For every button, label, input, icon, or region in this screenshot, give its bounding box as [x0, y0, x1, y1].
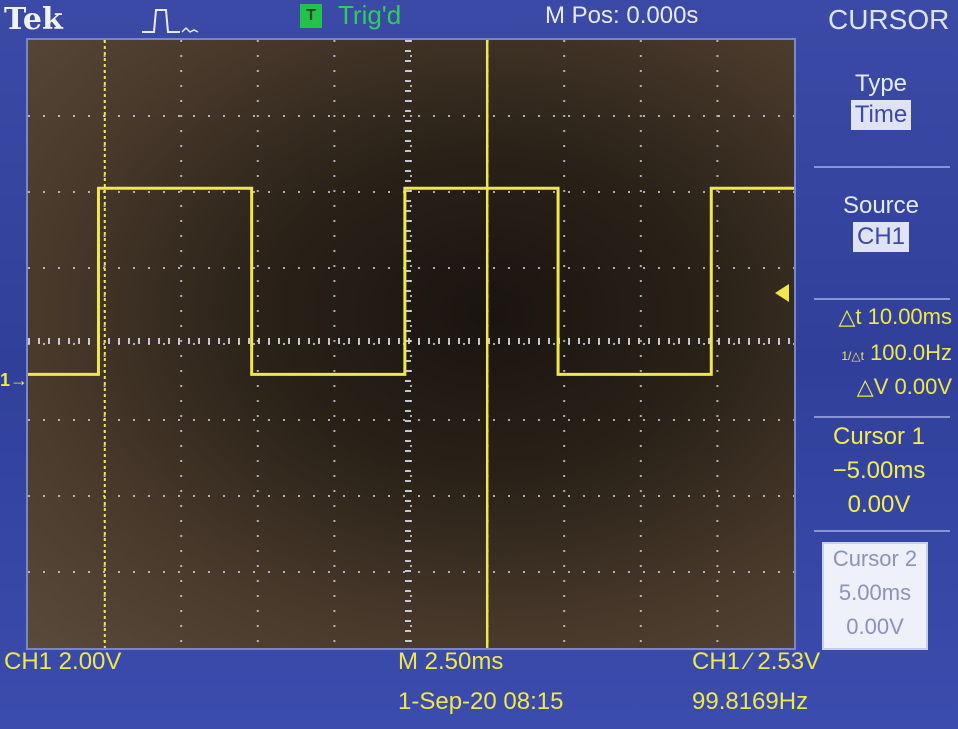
trigger-status-box: T	[300, 4, 322, 28]
source-label: Source	[842, 192, 920, 219]
cursor-2-button[interactable]: Cursor 2 5.00ms 0.00V	[822, 542, 928, 650]
ch1-waveform-trace	[28, 186, 794, 376]
waveform-display	[28, 40, 794, 648]
graticule	[26, 38, 796, 650]
acquisition-pulse-icon	[142, 9, 199, 33]
cursor-menu: Type Time Source CH1	[800, 40, 958, 652]
menu-divider	[814, 298, 950, 300]
trigger-setting: CH1 ∕ 2.53V	[692, 648, 821, 675]
cursor-1-button[interactable]: Cursor 1 −5.00ms 0.00V	[804, 420, 954, 522]
timebase: M 2.50ms	[398, 648, 504, 675]
menu-divider	[814, 416, 950, 418]
horizontal-position: M Pos: 0.000s	[545, 2, 699, 29]
cursor-type-button[interactable]: Type Time	[808, 70, 954, 130]
channel-1-marker: 1→	[0, 370, 29, 390]
type-value: Time	[850, 100, 912, 130]
status-bar: Tek T Trig'd M Pos: 0.000s CURSOR	[0, 0, 958, 40]
delta-t-readout: △t 10.00ms	[838, 304, 952, 329]
menu-divider	[814, 166, 950, 168]
cursor-1-label: Cursor 1	[832, 423, 926, 450]
delta-v-readout: △V 0.00V	[856, 374, 952, 399]
trigger-level-icon	[775, 284, 789, 302]
menu-divider	[814, 530, 950, 532]
cursor-source-button[interactable]: Source CH1	[808, 192, 954, 252]
cursor-2-label: Cursor 2	[832, 546, 918, 571]
cursor-1-voltage: 0.00V	[847, 491, 911, 518]
brand-logo: Tek	[4, 2, 63, 37]
menu-title: CURSOR	[828, 4, 950, 35]
cursor-2-time: 5.00ms	[838, 580, 912, 605]
measured-frequency: 99.8169Hz	[692, 688, 809, 715]
frequency-value: 100.0Hz	[870, 340, 952, 365]
ch1-vertical-scale: CH1 2.00V	[4, 648, 122, 675]
source-value: CH1	[852, 222, 909, 252]
reciprocal-delta-t-symbol: 1/△t	[841, 349, 864, 363]
cursor-1-time: −5.00ms	[832, 457, 926, 484]
trigger-status: Trig'd	[338, 0, 402, 30]
date-time: 1-Sep-20 08:15	[398, 688, 564, 715]
cursor-2-voltage: 0.00V	[846, 614, 904, 639]
frequency-readout: 1/△t 100.0Hz	[800, 340, 958, 366]
type-label: Type	[854, 70, 908, 97]
